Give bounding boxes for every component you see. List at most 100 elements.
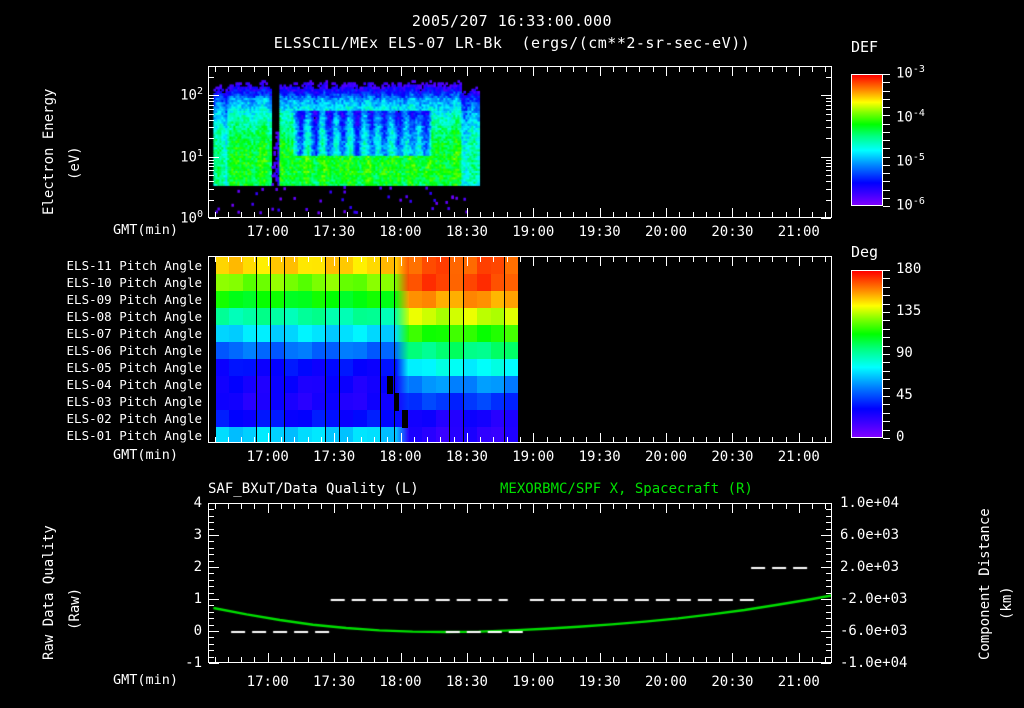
pitch-angle-cell[interactable]	[312, 393, 327, 411]
pitch-angle-cell[interactable]	[463, 359, 478, 377]
pitch-angle-cell[interactable]	[298, 410, 313, 428]
pitch-angle-cell[interactable]	[270, 274, 286, 292]
pitch-angle-cell[interactable]	[243, 291, 258, 309]
pitch-angle-cell[interactable]	[229, 308, 244, 326]
pitch-angle-cell[interactable]	[408, 359, 423, 377]
pitch-angle-cell[interactable]	[463, 376, 478, 394]
pitch-angle-cell[interactable]	[491, 325, 506, 343]
pitch-angle-cell[interactable]	[505, 291, 520, 309]
pitch-angle-cell[interactable]	[505, 342, 520, 360]
pitch-angle-cell[interactable]	[325, 308, 341, 326]
pitch-angle-cell[interactable]	[339, 410, 354, 428]
pitch-angle-cell[interactable]	[436, 410, 451, 428]
pitch-angle-cell[interactable]	[449, 257, 465, 275]
pitch-angle-cell[interactable]	[339, 342, 354, 360]
pitch-angle-cell[interactable]	[256, 274, 272, 292]
pitch-angle-cell[interactable]	[367, 359, 382, 377]
pitch-angle-cell[interactable]	[449, 274, 465, 292]
pitch-angle-cell[interactable]	[325, 376, 341, 394]
pitch-angle-cell[interactable]	[436, 291, 451, 309]
pitch-angle-cell[interactable]	[284, 291, 299, 309]
pitch-angle-cell[interactable]	[215, 274, 230, 292]
pitch-angle-cell[interactable]	[215, 410, 230, 428]
pitch-angle-cell[interactable]	[256, 410, 272, 428]
pitch-angle-cell[interactable]	[243, 376, 258, 394]
pitch-angle-cell[interactable]	[339, 308, 354, 326]
pitch-angle-cell[interactable]	[312, 359, 327, 377]
pitch-angle-cell[interactable]	[491, 308, 506, 326]
pitch-angle-cell[interactable]	[380, 274, 396, 292]
pitch-angle-cell[interactable]	[422, 427, 437, 442]
pitch-angle-cell[interactable]	[298, 308, 313, 326]
pitch-angle-cell[interactable]	[270, 308, 286, 326]
pitch-angle-cell[interactable]	[284, 308, 299, 326]
pitch-angle-cell[interactable]	[270, 291, 286, 309]
pitch-angle-cell[interactable]	[505, 325, 520, 343]
pitch-angle-cell[interactable]	[243, 359, 258, 377]
pitch-angle-cell[interactable]	[229, 359, 244, 377]
pitch-angle-cell[interactable]	[325, 342, 341, 360]
pitch-angle-cell[interactable]	[422, 410, 437, 428]
pitch-angle-cell[interactable]	[312, 325, 327, 343]
pitch-angle-cell[interactable]	[325, 427, 341, 442]
pitch-angle-cell[interactable]	[325, 393, 341, 411]
pitch-angle-cell[interactable]	[256, 359, 272, 377]
pitch-angle-cell[interactable]	[408, 393, 423, 411]
electron-energy-spectrogram-panel[interactable]	[208, 66, 832, 218]
pitch-angle-cell[interactable]	[491, 291, 506, 309]
pitch-angle-cell[interactable]	[477, 274, 492, 292]
pitch-angle-cell[interactable]	[463, 291, 478, 309]
pitch-angle-cell[interactable]	[229, 291, 244, 309]
pitch-angle-cell[interactable]	[353, 325, 368, 343]
pitch-angle-cell[interactable]	[256, 393, 272, 411]
pitch-angle-cell[interactable]	[505, 376, 520, 394]
pitch-angle-cell[interactable]	[463, 393, 478, 411]
pitch-angle-cell[interactable]	[477, 342, 492, 360]
pitch-angle-cell[interactable]	[243, 410, 258, 428]
pitch-angle-cell[interactable]	[422, 274, 437, 292]
pitch-angle-panel[interactable]	[208, 256, 832, 443]
data-quality-panel[interactable]	[208, 503, 832, 663]
pitch-angle-cell[interactable]	[422, 308, 437, 326]
pitch-angle-cell[interactable]	[215, 325, 230, 343]
pitch-angle-cell[interactable]	[298, 325, 313, 343]
pitch-angle-cell[interactable]	[367, 291, 382, 309]
pitch-angle-cell[interactable]	[298, 291, 313, 309]
pitch-angle-cell[interactable]	[463, 410, 478, 428]
pitch-angle-cell[interactable]	[256, 257, 272, 275]
pitch-angle-cell[interactable]	[477, 308, 492, 326]
pitch-angle-cell[interactable]	[422, 342, 437, 360]
pitch-angle-cell[interactable]	[325, 325, 341, 343]
pitch-angle-cell[interactable]	[284, 274, 299, 292]
pitch-angle-cell[interactable]	[270, 342, 286, 360]
pitch-angle-cell[interactable]	[449, 291, 465, 309]
pitch-angle-cell[interactable]	[477, 376, 492, 394]
pitch-angle-cell[interactable]	[436, 393, 451, 411]
pitch-angle-cell[interactable]	[353, 427, 368, 442]
pitch-angle-cell[interactable]	[243, 274, 258, 292]
pitch-angle-cell[interactable]	[353, 393, 368, 411]
pitch-angle-cell[interactable]	[312, 308, 327, 326]
pitch-angle-cell[interactable]	[449, 393, 465, 411]
pitch-angle-cell[interactable]	[215, 359, 230, 377]
def-colorbar[interactable]	[851, 74, 883, 206]
pitch-angle-cell[interactable]	[215, 308, 230, 326]
pitch-angle-cell[interactable]	[491, 376, 506, 394]
pitch-angle-cell[interactable]	[229, 393, 244, 411]
pitch-angle-cell[interactable]	[256, 376, 272, 394]
pitch-angle-cell[interactable]	[463, 342, 478, 360]
pitch-angle-cell[interactable]	[408, 291, 423, 309]
pitch-angle-cell[interactable]	[491, 393, 506, 411]
pitch-angle-cell[interactable]	[353, 359, 368, 377]
pitch-angle-cell[interactable]	[422, 257, 437, 275]
pitch-angle-cell[interactable]	[436, 376, 451, 394]
pitch-angle-cell[interactable]	[270, 325, 286, 343]
pitch-angle-cell[interactable]	[463, 274, 478, 292]
pitch-angle-cell[interactable]	[380, 393, 396, 411]
pitch-angle-cell[interactable]	[436, 308, 451, 326]
pitch-angle-cell[interactable]	[367, 393, 382, 411]
pitch-angle-cell[interactable]	[491, 274, 506, 292]
pitch-angle-cell[interactable]	[408, 325, 423, 343]
pitch-angle-cell[interactable]	[243, 325, 258, 343]
pitch-angle-cell[interactable]	[367, 325, 382, 343]
